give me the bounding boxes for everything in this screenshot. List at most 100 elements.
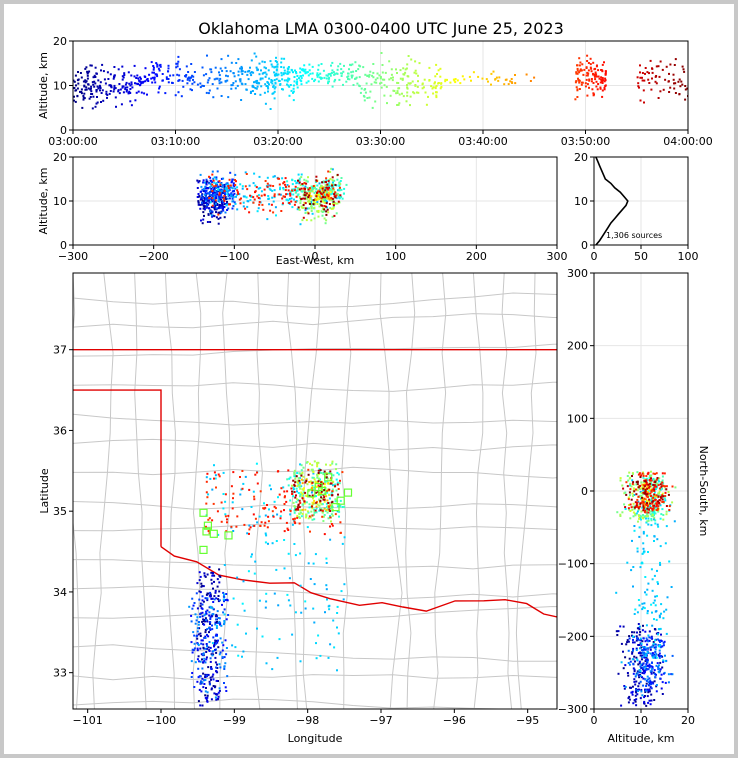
map-source-point	[211, 654, 214, 657]
map-source-point	[266, 526, 269, 529]
map-source-point	[279, 517, 282, 520]
ns-source-point	[650, 515, 653, 517]
map-source-point	[339, 532, 342, 534]
map-source-point	[292, 490, 295, 493]
ns-source-point	[652, 487, 655, 490]
ns-source-point	[638, 682, 641, 685]
map-source-point	[296, 485, 299, 488]
map-source-point	[256, 627, 258, 630]
time-source-point	[259, 93, 262, 96]
map-source-point	[215, 635, 218, 637]
ew-source-point	[220, 177, 223, 180]
ns-source-point	[670, 673, 673, 676]
time-source-point	[300, 75, 302, 78]
time-source-point	[282, 72, 285, 75]
ns-source-point	[635, 512, 638, 515]
ew-source-point	[249, 199, 252, 201]
time-source-point	[84, 88, 87, 91]
map-source-point	[206, 694, 209, 697]
ns-source-point	[644, 498, 647, 501]
ew-source-point	[301, 219, 304, 222]
ns-source-point	[642, 684, 645, 687]
time-source-point	[252, 71, 255, 74]
map-source-point	[201, 615, 204, 618]
map-source-point	[284, 495, 286, 498]
ew-source-point	[223, 183, 226, 186]
ew-source-point	[242, 195, 245, 198]
ew-source-point	[226, 202, 229, 205]
time-source-point	[191, 82, 194, 85]
time-source-point	[637, 82, 640, 85]
time-source-point	[590, 67, 593, 70]
map-source-point	[299, 501, 302, 504]
time-source-point	[148, 73, 151, 76]
map-source-point	[312, 476, 315, 479]
map-source-point	[227, 614, 230, 616]
ns-source-point	[655, 673, 657, 676]
map-source-point	[277, 496, 279, 499]
map-source-point	[231, 501, 234, 504]
ew-source-point	[321, 187, 324, 190]
ns-source-point	[642, 514, 644, 516]
time-source-point	[368, 75, 371, 78]
map-source-point	[329, 478, 332, 481]
map-source-point	[318, 498, 321, 501]
map-source-point	[204, 690, 207, 693]
map-source-point	[214, 474, 217, 477]
ew-source-point	[293, 198, 295, 201]
map-source-point	[221, 656, 224, 659]
map-source-point	[334, 513, 337, 516]
map-source-point	[268, 508, 270, 511]
map-source-point	[230, 525, 233, 528]
map-source-point	[205, 674, 208, 677]
time-source-point	[599, 86, 602, 89]
ew-source-point	[268, 203, 271, 206]
map-source-point	[330, 523, 333, 525]
ew-source-point	[231, 197, 234, 200]
time-source-point	[577, 79, 580, 82]
map-source-point	[339, 479, 341, 482]
map-source-point	[223, 564, 226, 566]
map-source-point	[203, 614, 206, 617]
time-source-point	[266, 85, 269, 88]
ew-source-point	[307, 212, 310, 215]
map-source-point	[242, 482, 245, 485]
map-source-point	[219, 623, 222, 626]
ew-source-point	[284, 183, 286, 186]
map-source-point	[211, 572, 214, 575]
time-source-point	[88, 70, 91, 73]
ew-source-point	[280, 210, 283, 212]
map-source-point	[224, 493, 227, 496]
time-source-point	[669, 86, 672, 89]
ew-source-point	[299, 223, 302, 226]
ns-source-point	[662, 660, 665, 663]
time-source-point	[232, 82, 235, 84]
ns-source-point	[655, 653, 658, 656]
time-source-point	[288, 85, 291, 88]
ns-source-point	[628, 504, 630, 506]
ns-source-point	[632, 487, 635, 490]
map-source-point	[316, 481, 319, 484]
ew-source-point	[333, 179, 336, 182]
ns-source-point	[662, 617, 665, 620]
time-source-point	[255, 82, 258, 85]
ns-source-point	[643, 702, 646, 705]
ns-source-point	[652, 477, 655, 480]
map-source-point	[319, 509, 322, 512]
time-source-point	[107, 78, 110, 80]
ns-source-point	[633, 668, 636, 671]
ew-source-point	[211, 186, 214, 189]
map-source-point	[201, 658, 203, 661]
map-source-point	[215, 651, 218, 654]
map-source-point	[226, 599, 229, 602]
time-source-point	[106, 96, 108, 99]
map-source-point	[276, 513, 279, 516]
time-source-point	[300, 68, 303, 71]
map-source-point	[215, 597, 218, 600]
lma-station-marker	[314, 482, 323, 492]
time-source-point	[117, 89, 120, 92]
ew-source-point	[321, 181, 324, 184]
map-source-point	[294, 522, 297, 525]
time-source-point	[303, 64, 306, 67]
ew-source-point	[211, 200, 214, 203]
